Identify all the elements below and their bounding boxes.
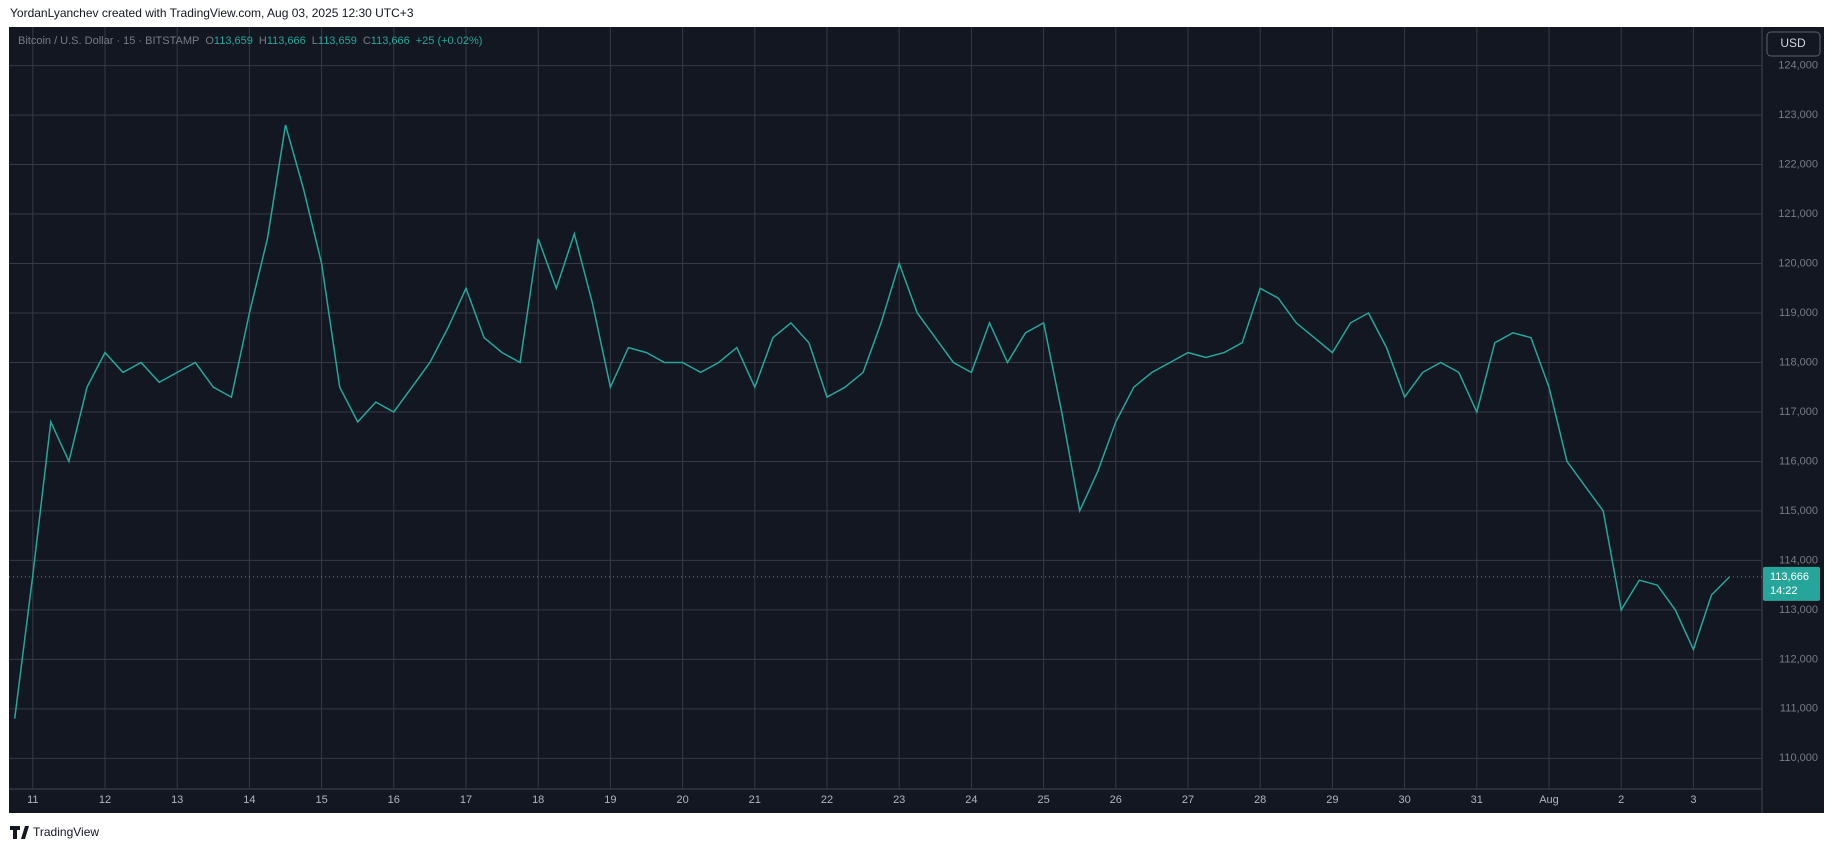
symbol: Bitcoin / U.S. Dollar · 15 · BITSTAMP	[18, 35, 199, 47]
y-tick-label: 120,000	[1778, 257, 1818, 269]
ohlc-value: 113,659	[214, 35, 253, 47]
y-tick-label: 118,000	[1779, 356, 1818, 368]
x-tick-label: 18	[532, 794, 544, 806]
x-tick-label: 14	[243, 794, 255, 806]
price-line	[13, 124, 1731, 719]
y-tick-label: 112,000	[1779, 653, 1818, 665]
y-tick-label: 114,000	[1779, 554, 1818, 566]
currency-button[interactable]	[1766, 31, 1821, 57]
x-tick-label: 19	[604, 794, 616, 806]
y-tick-label: 123,000	[1778, 109, 1818, 121]
ohlc-key: L	[312, 35, 318, 47]
x-tick-label: 3	[1690, 794, 1696, 806]
y-tick-label: 124,000	[1778, 60, 1818, 72]
ohlc-key: H	[259, 35, 267, 47]
x-tick-label: 2	[1618, 794, 1624, 806]
x-tick-label: 16	[388, 794, 400, 806]
footer-brand: TradingView	[33, 825, 99, 839]
y-tick-label: 115,000	[1779, 505, 1818, 517]
currency-label[interactable]: USD	[1780, 36, 1806, 50]
x-tick-label: 25	[1037, 794, 1049, 806]
x-tick-label: 11	[27, 794, 38, 806]
x-tick-label: 27	[1182, 794, 1194, 806]
last-price-label: 113,666	[1770, 571, 1809, 583]
x-tick-label: 31	[1471, 794, 1483, 806]
x-tick-label: 12	[99, 794, 111, 806]
y-tick-label: 119,000	[1779, 307, 1818, 319]
x-tick-label: Aug	[1539, 794, 1559, 806]
countdown-label: 14:22	[1770, 585, 1798, 597]
chart-background	[9, 27, 1824, 813]
legend-text: Bitcoin / U.S. Dollar · 15 · BITSTAMP O11…	[18, 35, 482, 47]
x-tick-label: 17	[460, 794, 472, 806]
x-tick-label: 22	[821, 794, 833, 806]
y-tick-label: 113,000	[1779, 604, 1818, 616]
last-price-tag	[1763, 566, 1820, 601]
change: +25 (+0.02%)	[416, 35, 483, 47]
y-tick-label: 110,000	[1779, 752, 1818, 764]
x-tick-label: 24	[965, 794, 977, 806]
x-tick-label: 26	[1110, 794, 1122, 806]
x-tick-label: 21	[749, 794, 761, 806]
x-tick-label: 28	[1254, 794, 1266, 806]
x-tick-label: 20	[676, 794, 688, 806]
x-tick-label: 13	[171, 794, 183, 806]
x-tick-label: 23	[893, 794, 905, 806]
tradingview-logo	[10, 826, 29, 839]
x-tick-label: 15	[315, 794, 327, 806]
y-tick-label: 116,000	[1779, 455, 1818, 467]
legend: Bitcoin / U.S. Dollar · 15 · BITSTAMP O11…	[18, 35, 482, 47]
ohlc-value: 113,659	[318, 35, 357, 47]
x-tick-label: 29	[1326, 794, 1338, 806]
attribution: YordanLyanchev created with TradingView.…	[10, 6, 414, 20]
ohlc-key: O	[205, 35, 214, 47]
ohlc-value: 113,666	[267, 35, 306, 47]
x-tick-label: 30	[1398, 794, 1410, 806]
y-tick-label: 121,000	[1778, 208, 1818, 220]
y-tick-label: 111,000	[1780, 703, 1818, 715]
ohlc-key: C	[363, 35, 371, 47]
ohlc-value: 113,666	[371, 35, 410, 47]
y-tick-label: 117,000	[1779, 406, 1818, 418]
y-tick-label: 122,000	[1778, 158, 1818, 170]
